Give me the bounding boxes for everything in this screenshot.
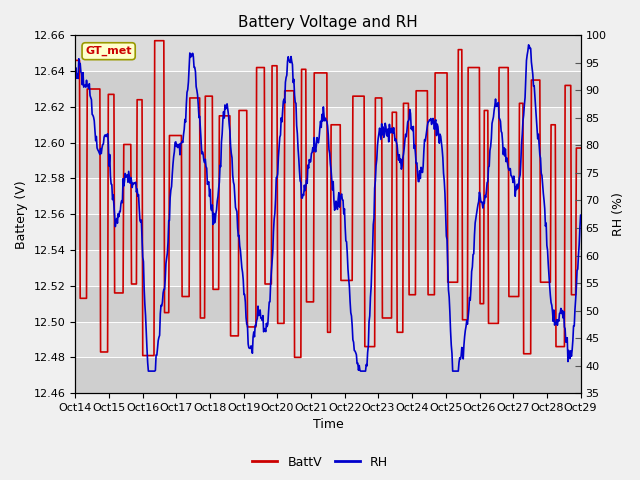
Bar bbox=[76, 71, 580, 107]
Title: Battery Voltage and RH: Battery Voltage and RH bbox=[238, 15, 418, 30]
Y-axis label: Battery (V): Battery (V) bbox=[15, 180, 28, 249]
Bar bbox=[76, 179, 580, 214]
Bar bbox=[76, 214, 580, 250]
X-axis label: Time: Time bbox=[312, 419, 343, 432]
Y-axis label: RH (%): RH (%) bbox=[612, 192, 625, 236]
Legend: BattV, RH: BattV, RH bbox=[248, 451, 392, 474]
Bar bbox=[76, 250, 580, 286]
Text: GT_met: GT_met bbox=[85, 46, 132, 56]
Bar bbox=[76, 36, 580, 71]
Bar bbox=[76, 322, 580, 357]
Bar bbox=[76, 357, 580, 393]
Bar bbox=[76, 143, 580, 179]
Bar bbox=[76, 107, 580, 143]
Bar bbox=[76, 286, 580, 322]
